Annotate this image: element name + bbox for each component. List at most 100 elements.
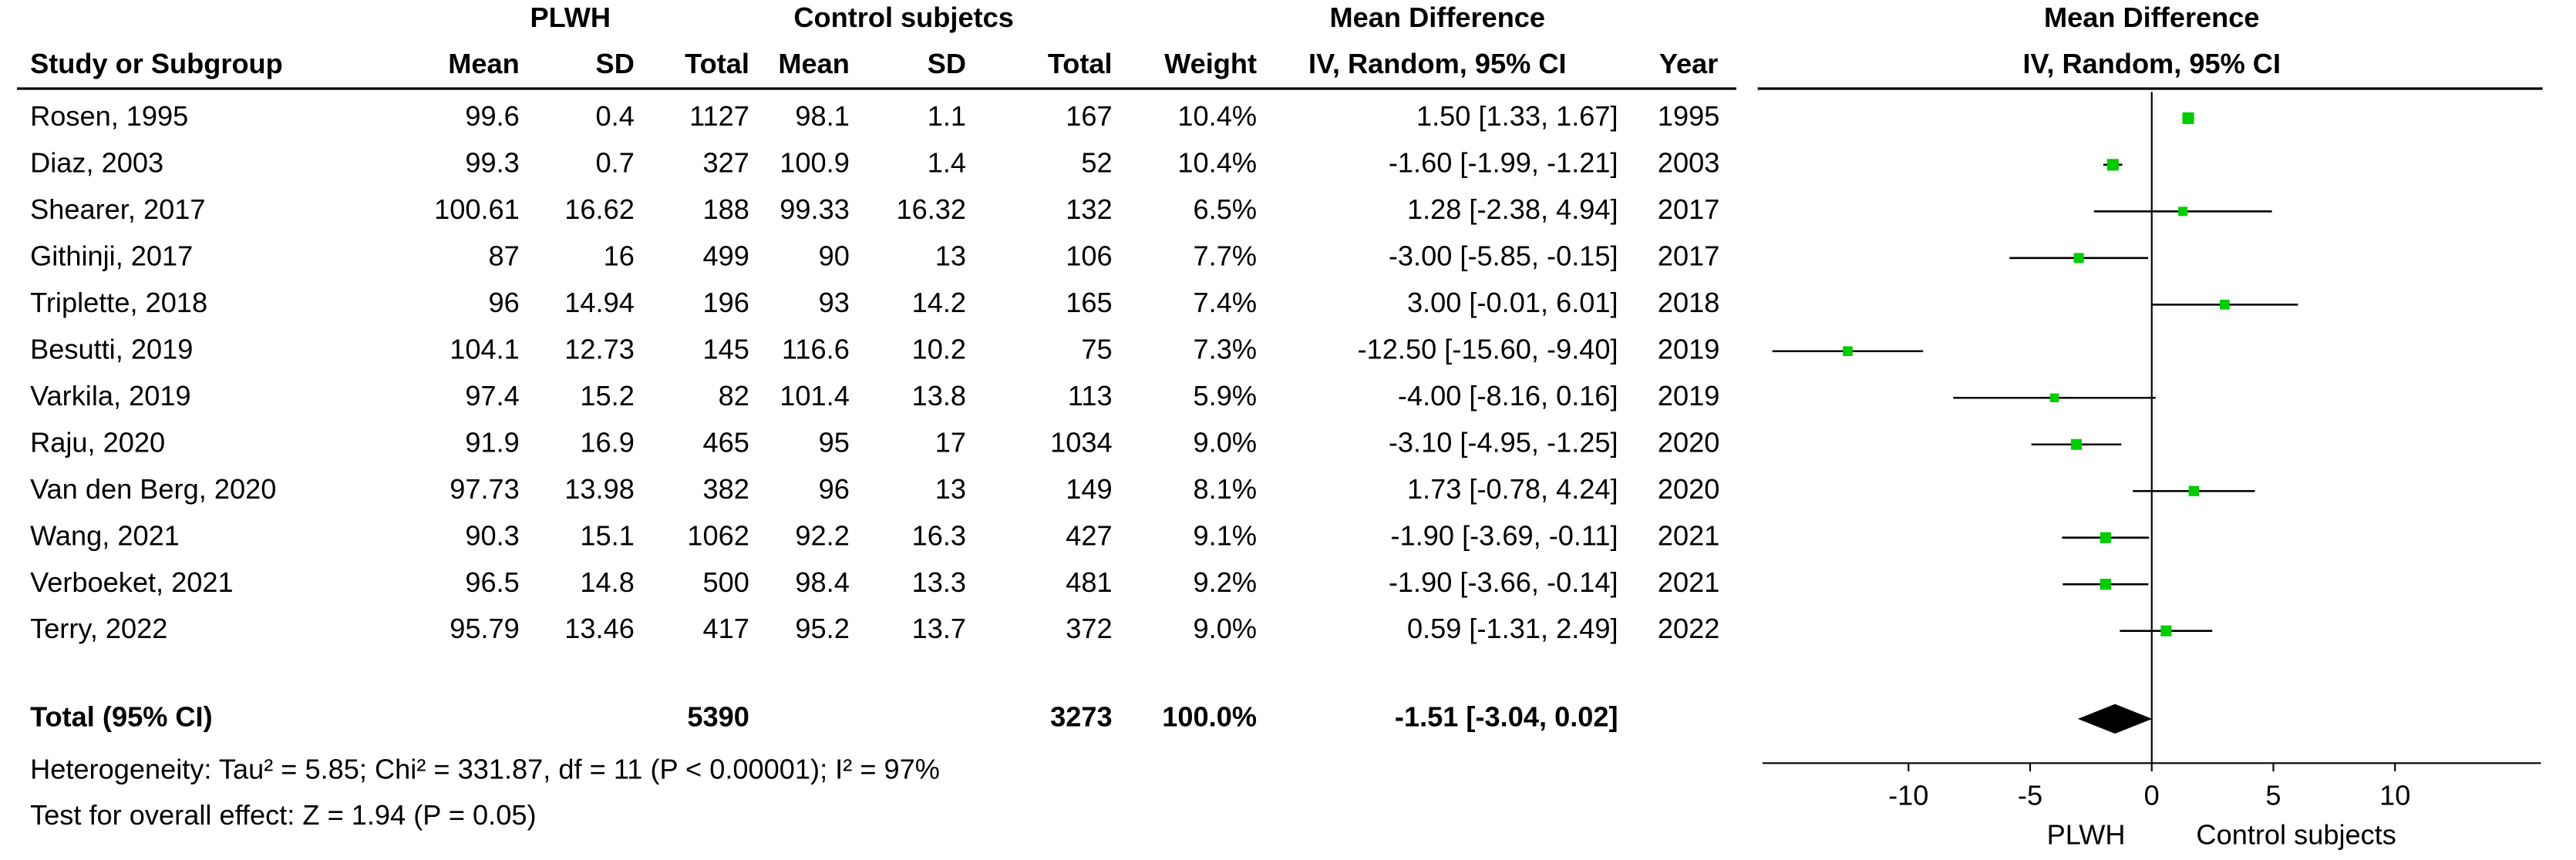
table-cell: 101.4 <box>780 380 850 412</box>
table-cell: 97.73 <box>450 473 520 505</box>
table-cell: 96 <box>819 473 850 505</box>
effect-box <box>1843 346 1853 357</box>
table-cell: -3.10 [-4.95, -1.25] <box>1389 426 1618 458</box>
table-cell: 500 <box>703 566 749 598</box>
table-cell: 100.61 <box>434 193 520 225</box>
column-header: SD <box>596 48 635 79</box>
effect-box <box>2188 485 2200 496</box>
table-cell: 2019 <box>1658 333 1720 364</box>
total-cell: 100.0% <box>1162 700 1257 732</box>
column-header: Mean <box>778 48 850 79</box>
table-cell: 0.7 <box>596 146 635 178</box>
table-cell: 149 <box>1066 473 1112 505</box>
table-cell: 82 <box>719 380 749 412</box>
effect-box <box>2160 625 2172 637</box>
table-cell: 52 <box>1081 146 1112 178</box>
group-header: Control subjetcs <box>793 2 1014 33</box>
table-cell: 16.9 <box>580 426 634 458</box>
table-cell: 16.62 <box>564 193 635 225</box>
table-cell: 96 <box>489 287 520 318</box>
table-cell: 13.46 <box>564 613 635 644</box>
table-cell: -3.00 [-5.85, -0.15] <box>1389 240 1618 271</box>
table-cell: 1062 <box>687 519 749 551</box>
x-tick-label: 5 <box>2265 780 2281 811</box>
table-cell: 2021 <box>1658 519 1720 551</box>
table-cell: 417 <box>703 613 749 644</box>
table-cell: 2017 <box>1658 193 1720 225</box>
overall-effect: Test for overall effect: Z = 1.94 (P = 0… <box>30 799 536 831</box>
table-cell: 1034 <box>1050 426 1113 458</box>
table-cell: 92.2 <box>795 519 849 551</box>
table-cell: 13 <box>935 473 966 505</box>
study-name: Shearer, 2017 <box>30 193 205 225</box>
group-header: Mean Difference <box>1330 2 1546 33</box>
table-cell: 165 <box>1066 287 1112 318</box>
table-cell: -12.50 [-15.60, -9.40] <box>1358 333 1618 364</box>
table-cell: 372 <box>1066 613 1112 644</box>
study-name: Raju, 2020 <box>30 426 165 458</box>
table-cell: 7.3% <box>1194 333 1257 364</box>
table-cell: 90 <box>819 240 850 271</box>
column-header: Weight <box>1164 48 1257 79</box>
table-cell: 132 <box>1066 193 1112 225</box>
table-cell: 1127 <box>689 100 749 132</box>
group-header: PLWH <box>530 2 611 33</box>
column-header: Mean <box>448 48 520 79</box>
table-cell: 99.6 <box>465 100 519 132</box>
table-cell: 12.73 <box>564 333 635 364</box>
x-tick-label: 10 <box>2379 780 2410 811</box>
table-cell: 16 <box>604 240 635 271</box>
table-cell: 9.0% <box>1194 426 1257 458</box>
table-cell: 9.0% <box>1194 613 1257 644</box>
table-cell: 1995 <box>1658 100 1720 132</box>
table-cell: 93 <box>819 287 850 318</box>
effect-box <box>2070 438 2082 450</box>
column-header: Study or Subgroup <box>30 48 283 79</box>
table-cell: -4.00 [-8.16, 0.16] <box>1398 380 1618 412</box>
x-tick-label: -5 <box>2018 780 2042 811</box>
table-cell: 2018 <box>1658 287 1720 318</box>
table-cell: 13.3 <box>912 566 966 598</box>
table-cell: 14.8 <box>580 566 634 598</box>
study-name: Wang, 2021 <box>30 519 180 551</box>
table-cell: 17 <box>935 426 966 458</box>
summary-diamond <box>2077 704 2153 734</box>
table-cell: 2020 <box>1658 426 1720 458</box>
table-cell: 2021 <box>1658 566 1720 598</box>
table-cell: 16.32 <box>897 193 967 225</box>
table-cell: 3.00 [-0.01, 6.01] <box>1407 287 1618 318</box>
study-name: Varkila, 2019 <box>30 380 191 412</box>
table-cell: 145 <box>703 333 749 364</box>
table-cell: 95 <box>819 426 850 458</box>
table-cell: 0.4 <box>596 100 635 132</box>
table-cell: 87 <box>489 240 520 271</box>
table-cell: 95.2 <box>795 613 849 644</box>
table-cell: 427 <box>1066 519 1112 551</box>
axis-label: Control subjects <box>2196 819 2396 851</box>
effect-box <box>2073 253 2084 264</box>
table-cell: 10.2 <box>912 333 966 364</box>
table-cell: 96.5 <box>465 566 519 598</box>
table-cell: 10.4% <box>1177 146 1257 178</box>
effect-box <box>2106 159 2119 171</box>
table-cell: 1.50 [1.33, 1.67] <box>1416 100 1618 132</box>
heterogeneity: Heterogeneity: Tau² = 5.85; Chi² = 331.8… <box>30 754 940 785</box>
table-cell: 106 <box>1066 240 1112 271</box>
table-cell: 2003 <box>1658 146 1720 178</box>
study-name: Diaz, 2003 <box>30 146 163 178</box>
column-header: Year <box>1659 48 1718 79</box>
table-cell: 1.4 <box>928 146 966 178</box>
table-cell: 13.7 <box>912 613 966 644</box>
table-cell: -1.90 [-3.69, -0.11] <box>1391 519 1618 551</box>
study-name: Verboeket, 2021 <box>30 566 234 598</box>
table-cell: 2017 <box>1658 240 1720 271</box>
table-cell: 15.2 <box>580 380 634 412</box>
table-cell: 90.3 <box>465 519 519 551</box>
table-cell: 13.8 <box>912 380 966 412</box>
plot-subtitle: IV, Random, 95% CI <box>2023 48 2281 79</box>
table-cell: 10.4% <box>1177 100 1257 132</box>
study-name: Triplette, 2018 <box>30 287 207 318</box>
effect-box <box>2220 299 2230 310</box>
table-cell: 14.2 <box>912 287 966 318</box>
table-cell: 99.33 <box>780 193 850 225</box>
